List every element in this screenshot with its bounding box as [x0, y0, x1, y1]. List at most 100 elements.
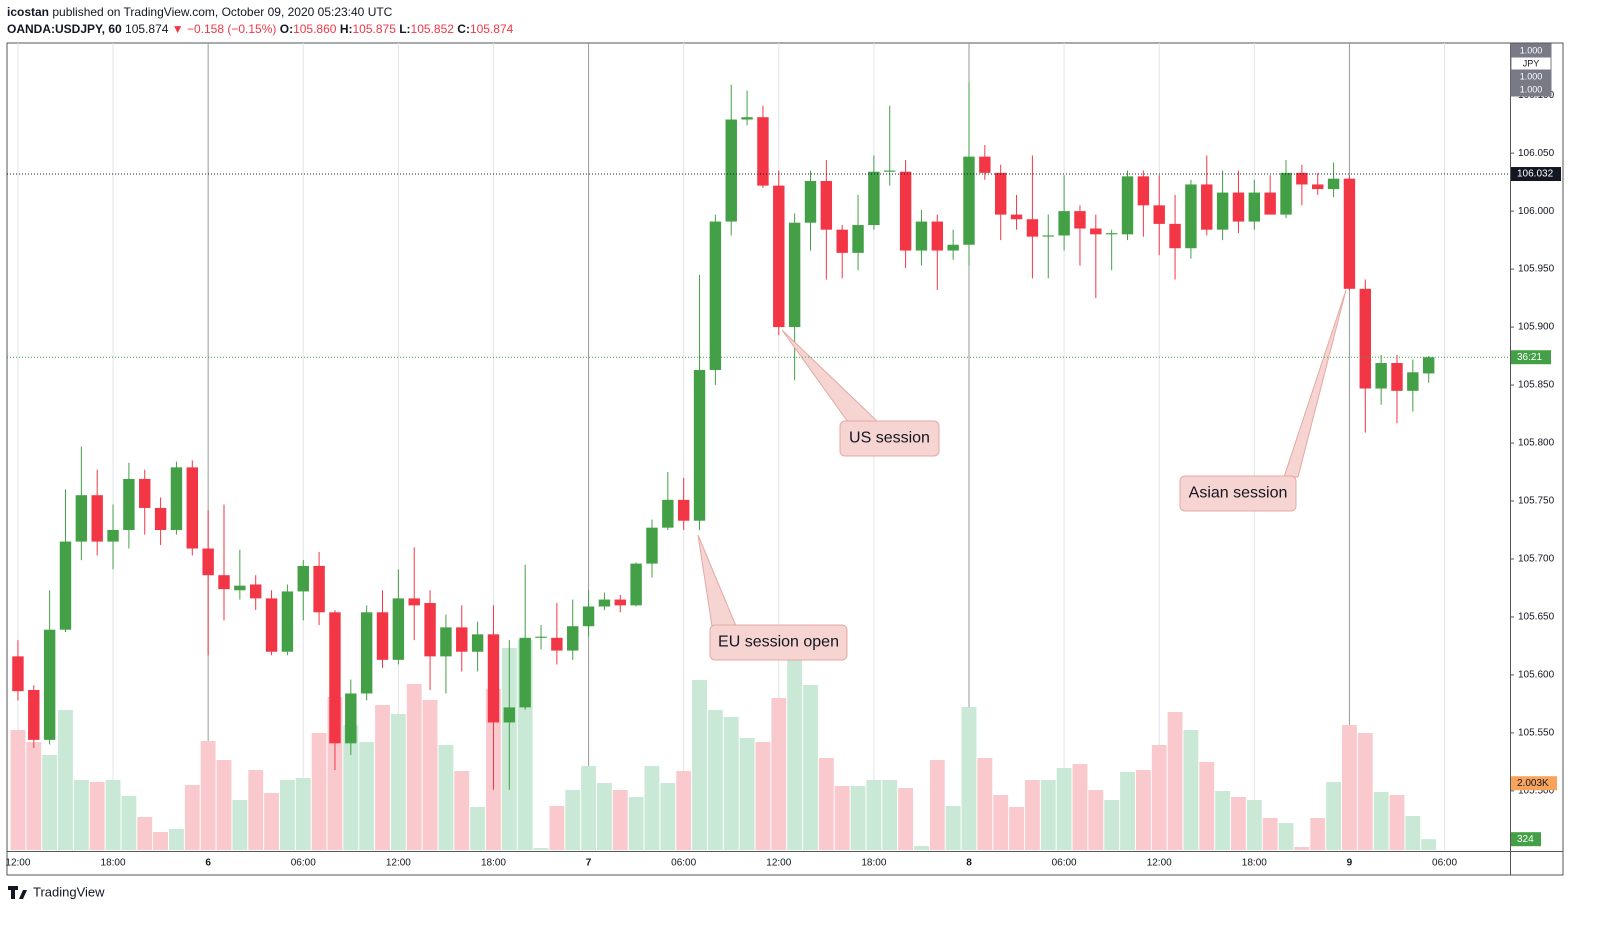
volume-bar [1183, 730, 1199, 850]
volume-label: 324 [1517, 834, 1534, 845]
x-tick-label: 18:00 [1242, 858, 1267, 869]
volume-bar [755, 742, 771, 850]
candle-body [693, 369, 706, 521]
candle-body [186, 467, 199, 549]
x-tick-label: 06:00 [671, 858, 696, 869]
volume-bar [834, 786, 850, 850]
volume-bar [1389, 795, 1405, 850]
candle-body [820, 180, 833, 230]
volume-bar [343, 725, 359, 850]
callout-box [1179, 475, 1297, 512]
volume-bar [644, 766, 660, 850]
ohlc-value: 105.875 [352, 22, 396, 36]
x-tick-label: 18:00 [481, 858, 506, 869]
callout-box [839, 420, 940, 457]
volume-bar [1040, 780, 1056, 850]
volume-bar [1262, 818, 1278, 850]
x-tick-label: 18:00 [861, 858, 886, 869]
volume-bar [818, 758, 834, 850]
price-label: 106.032 [1517, 169, 1554, 180]
volume-bar [1056, 768, 1072, 850]
volume-bar [1310, 818, 1326, 850]
candle-body [12, 656, 24, 692]
change: ▼ −0.158 (−0.15%) [171, 22, 277, 36]
last-price: 105.874 [125, 22, 169, 36]
volume-bar [422, 700, 438, 850]
candle-body [1312, 184, 1324, 190]
x-tick-label: 12:00 [766, 858, 791, 869]
candle-body [614, 599, 626, 606]
volume-bar [1088, 790, 1104, 850]
volume-bar [739, 738, 755, 850]
annotation: EU session open [697, 534, 848, 661]
candle-body [788, 222, 801, 328]
candle-body [662, 499, 674, 528]
volume-bar [549, 806, 565, 850]
x-tick-label: 12:00 [5, 858, 30, 869]
volume-bar [121, 796, 137, 850]
y-tick-label: 105.550 [1518, 728, 1555, 739]
volume-bar [58, 710, 73, 850]
volume-bar [660, 783, 676, 850]
candle-body [1153, 205, 1165, 224]
ohlc-value: 105.860 [293, 22, 337, 36]
volume-bar [1278, 823, 1294, 850]
candle-body [170, 467, 183, 530]
volume-bar [898, 788, 914, 850]
candle-body [1280, 172, 1292, 215]
candle-body [677, 499, 690, 521]
y-tick-label: 105.950 [1518, 264, 1555, 275]
candle-body [773, 185, 785, 328]
scale-label: 1.000 [1520, 84, 1543, 94]
candle-body [234, 585, 246, 591]
volume-bar [390, 714, 406, 850]
candle-body [376, 612, 389, 660]
candle-body [1010, 214, 1023, 220]
ohlc-label: L: [399, 22, 411, 36]
price-label-box [1511, 167, 1561, 182]
volume-bar [961, 707, 977, 850]
volume-bar [787, 660, 803, 850]
candle-body [804, 180, 817, 223]
volume-bar [42, 755, 58, 850]
y-tick-label: 106.050 [1518, 148, 1555, 159]
volume-bar [311, 733, 327, 850]
candle-body [1121, 176, 1134, 235]
volume-bar [438, 745, 454, 850]
volume-bar [184, 785, 200, 850]
annotation: US session [781, 329, 940, 457]
candle-body [28, 689, 40, 740]
candle-body [630, 563, 642, 606]
volume-bar [993, 795, 1009, 850]
candle-body [1232, 192, 1245, 222]
volume-bar [1326, 782, 1342, 850]
volume-bar [1231, 797, 1246, 850]
candle-body [757, 117, 769, 186]
candle-body [265, 598, 278, 652]
volume-bar [866, 780, 882, 850]
x-tick-label: 7 [586, 858, 592, 869]
symbol: OANDA:USDJPY, 60 [7, 22, 122, 36]
ohlc-label: H: [339, 22, 353, 36]
candle-body [567, 626, 579, 651]
candle-body [329, 612, 341, 744]
candle-body [1090, 228, 1102, 235]
volume-bar [882, 780, 898, 850]
volume-bar [929, 760, 945, 850]
volume-bar [248, 770, 264, 850]
candle-body [1422, 357, 1435, 374]
scale-label: JPY [1523, 58, 1540, 68]
volume-bar [1294, 847, 1310, 850]
candle-body [313, 565, 325, 613]
candle-body [884, 170, 896, 172]
y-tick-label: 105.500 [1518, 786, 1555, 797]
candle-body [535, 636, 547, 638]
volume-ma-box [1511, 776, 1557, 791]
volume-bar [10, 730, 26, 850]
volume-bar [1246, 800, 1262, 850]
logo-icon [8, 886, 27, 899]
ohlc-label: O: [279, 22, 294, 36]
candle-body [725, 119, 737, 222]
candle-body [582, 606, 595, 627]
